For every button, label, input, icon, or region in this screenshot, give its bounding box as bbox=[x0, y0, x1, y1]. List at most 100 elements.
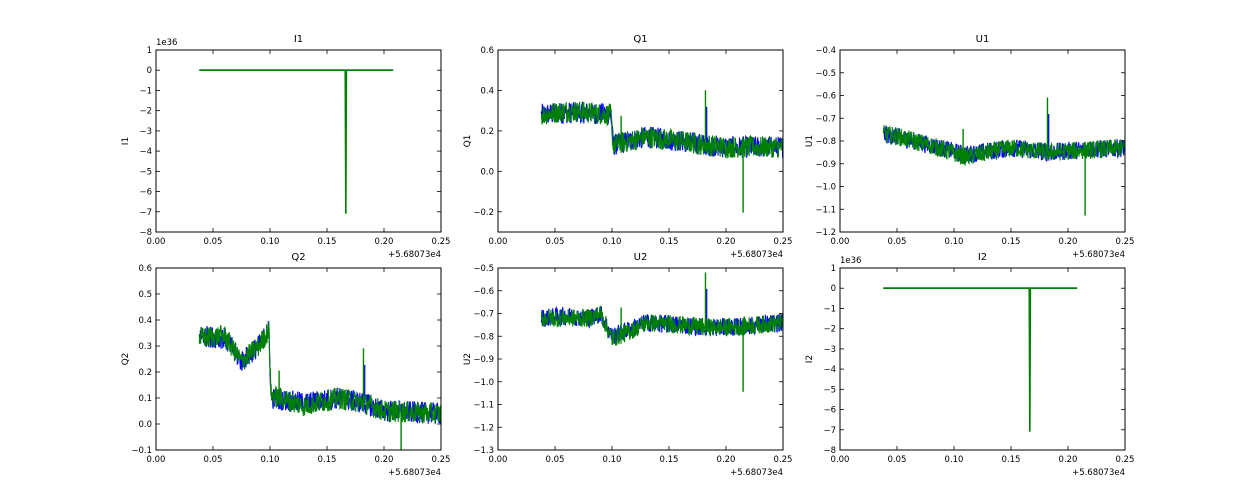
y-tick-label: −1.2 bbox=[473, 423, 494, 433]
plot-area bbox=[883, 287, 1078, 432]
axes-frame bbox=[155, 267, 442, 451]
y-multiplier-label: 1e36 bbox=[156, 38, 177, 48]
y-tick-label: −0.9 bbox=[815, 160, 836, 170]
y-tick-label: −0.7 bbox=[473, 310, 494, 320]
y-tick-label: 0 bbox=[147, 66, 152, 76]
y-tick-label: −3 bbox=[823, 345, 836, 355]
x-offset-label: +5.68073e4 bbox=[1072, 250, 1125, 260]
y-multiplier-label: 1e36 bbox=[840, 256, 861, 266]
y-tick-label: 0.6 bbox=[480, 46, 494, 56]
y-tick-label: 0.4 bbox=[138, 316, 152, 326]
y-tick-label: −6 bbox=[139, 188, 152, 198]
y-tick-label: 0.1 bbox=[138, 394, 152, 404]
x-tick-label: 0.00 bbox=[831, 237, 850, 247]
y-axis-label: U1 bbox=[805, 135, 815, 147]
x-tick-label: 0.20 bbox=[717, 237, 736, 247]
x-tick-label: 0.20 bbox=[1059, 237, 1078, 247]
x-tick-label: 0.00 bbox=[831, 455, 850, 465]
x-tick-label: 0.10 bbox=[603, 237, 622, 247]
y-tick-label: 0.4 bbox=[480, 86, 494, 96]
chart-title: I2 bbox=[978, 252, 987, 263]
y-tick-label: −8 bbox=[823, 446, 836, 456]
x-tick-label: 0.25 bbox=[774, 237, 793, 247]
x-tick-label: 0.25 bbox=[1116, 455, 1135, 465]
chart-title: U1 bbox=[976, 34, 990, 45]
chart-title: Q1 bbox=[633, 34, 647, 45]
y-tick-label: 0 bbox=[831, 284, 836, 294]
series-line-2 bbox=[198, 321, 441, 425]
y-axis-label: I2 bbox=[805, 355, 815, 363]
y-tick-label: −1.1 bbox=[815, 205, 836, 215]
y-tick-label: −5 bbox=[139, 167, 152, 177]
x-tick-label: 0.20 bbox=[717, 455, 736, 465]
axes-frame bbox=[497, 267, 784, 451]
y-tick-label: −0.6 bbox=[473, 287, 494, 297]
y-tick-label: 0.2 bbox=[480, 127, 494, 137]
x-tick-label: 0.25 bbox=[1116, 237, 1135, 247]
x-tick-label: 0.05 bbox=[888, 455, 907, 465]
x-tick-label: 0.25 bbox=[774, 455, 793, 465]
y-tick-label: −6 bbox=[823, 406, 836, 416]
series-line-2 bbox=[883, 287, 1078, 432]
x-offset-label: +5.68073e4 bbox=[730, 468, 783, 478]
chart-title: I1 bbox=[294, 34, 303, 45]
plot-area bbox=[198, 320, 441, 450]
subplot-i1: I1 0.00 0.05 0.10 0.15 0.20 0.25 +5.68073e4 1 0 −1… bbox=[121, 34, 450, 260]
y-tick-label: −0.2 bbox=[473, 208, 494, 218]
chart-title: U2 bbox=[634, 252, 648, 263]
plot-area bbox=[540, 90, 783, 213]
x-tick-label: 0.15 bbox=[1002, 237, 1021, 247]
x-tick-label: 0.20 bbox=[375, 455, 394, 465]
series-line-2 bbox=[882, 125, 1125, 166]
y-tick-label: −7 bbox=[823, 426, 836, 436]
x-tick-label: 0.05 bbox=[888, 237, 907, 247]
x-tick-label: 0.05 bbox=[546, 237, 565, 247]
x-tick-label: 0.10 bbox=[603, 455, 622, 465]
x-tick-label: 0.10 bbox=[261, 237, 280, 247]
y-tick-label: −0.7 bbox=[815, 114, 836, 124]
y-tick-label: −7 bbox=[139, 208, 152, 218]
y-tick-label: 1 bbox=[831, 264, 836, 274]
y-tick-label: 0.0 bbox=[138, 420, 152, 430]
x-tick-label: 0.05 bbox=[546, 455, 565, 465]
x-tick-label: 0.15 bbox=[318, 455, 337, 465]
y-tick-label: −2 bbox=[823, 325, 836, 335]
x-tick-label: 0.20 bbox=[375, 237, 394, 247]
y-tick-label: 0.5 bbox=[138, 290, 152, 300]
y-axis-label: Q2 bbox=[121, 353, 131, 366]
x-tick-label: 0.15 bbox=[660, 237, 679, 247]
x-offset-label: +5.68073e4 bbox=[1072, 468, 1125, 478]
y-axis-label: U2 bbox=[463, 353, 473, 365]
x-offset-label: +5.68073e4 bbox=[388, 468, 441, 478]
x-tick-label: 0.00 bbox=[147, 237, 166, 247]
y-tick-label: −5 bbox=[823, 385, 836, 395]
x-tick-label: 0.15 bbox=[660, 455, 679, 465]
y-tick-label: −8 bbox=[139, 228, 152, 238]
subplot-q2: Q2 0.00 0.05 0.10 0.15 0.20 0.25 +5.68073e4 0.6 0… bbox=[121, 252, 450, 478]
series-line-2 bbox=[540, 101, 783, 159]
x-tick-label: 0.00 bbox=[489, 455, 508, 465]
y-tick-label: −4 bbox=[823, 365, 836, 375]
y-tick-label: −1.1 bbox=[473, 401, 494, 411]
x-tick-label: 0.25 bbox=[432, 455, 451, 465]
x-tick-label: 0.20 bbox=[1059, 455, 1078, 465]
x-tick-label: 0.15 bbox=[1002, 455, 1021, 465]
y-axis-label: Q1 bbox=[463, 135, 473, 148]
x-tick-label: 0.10 bbox=[261, 455, 280, 465]
axes-frame bbox=[155, 49, 442, 233]
y-tick-label: −0.6 bbox=[815, 92, 836, 102]
y-tick-label: 0.2 bbox=[138, 368, 152, 378]
y-tick-label: −1.0 bbox=[815, 183, 836, 193]
x-tick-label: 0.10 bbox=[945, 455, 964, 465]
y-tick-label: −0.5 bbox=[815, 69, 836, 79]
x-tick-label: 0.10 bbox=[945, 237, 964, 247]
y-tick-label: −2 bbox=[139, 107, 152, 117]
plot-area bbox=[882, 97, 1125, 216]
y-tick-label: −4 bbox=[139, 147, 152, 157]
x-tick-label: 0.00 bbox=[147, 455, 166, 465]
y-tick-label: −1 bbox=[823, 304, 836, 314]
y-tick-label: −0.8 bbox=[473, 332, 494, 342]
subplot-i2: I2 0.00 0.05 0.10 0.15 0.20 0.25 +5.68073e4 1 0 −1… bbox=[805, 252, 1134, 478]
chart-title: Q2 bbox=[291, 252, 305, 263]
